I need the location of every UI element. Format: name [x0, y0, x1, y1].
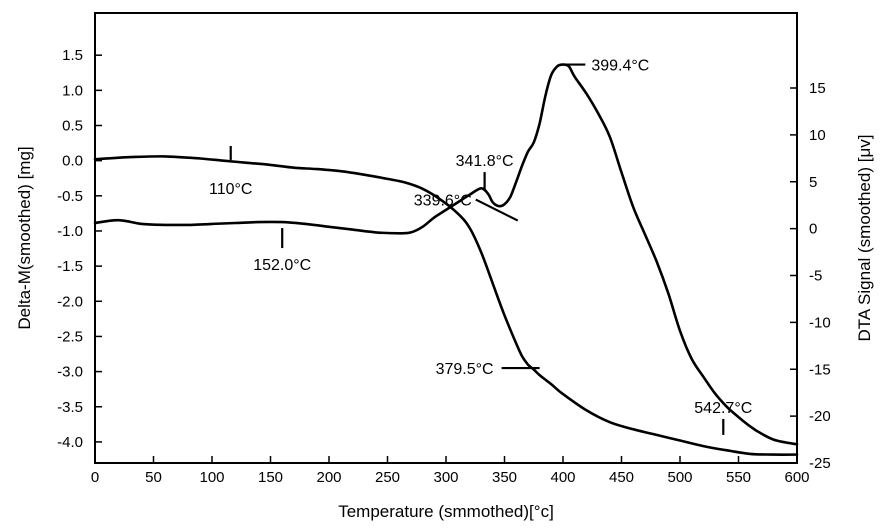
- left-tick-label: -0.5: [57, 188, 83, 205]
- series-lines: [93, 63, 799, 456]
- annotation-label: 542.7°C: [694, 400, 752, 417]
- x-tick-label: 100: [199, 469, 224, 486]
- right-tick-label: 0: [809, 221, 817, 238]
- x-axis-ticks: 0 50 100 150 200 250 300 350 400 450 500 550 600: [91, 456, 810, 486]
- delta-m-curve: [93, 155, 799, 456]
- right-tick-label: -25: [809, 455, 831, 472]
- left-tick-label: -3.0: [57, 364, 83, 381]
- x-tick-label: 200: [316, 469, 341, 486]
- right-tick-label: -5: [809, 268, 822, 285]
- x-tick-label: 400: [550, 469, 575, 486]
- left-tick-label: -2.0: [57, 293, 83, 310]
- left-tick-label: -1.5: [57, 258, 83, 275]
- x-tick-label: 150: [258, 469, 283, 486]
- left-tick-label: 1.5: [62, 47, 83, 64]
- x-tick-label: 250: [375, 469, 400, 486]
- x-tick-label: 450: [609, 469, 634, 486]
- plot-frame: [94, 12, 798, 464]
- left-tick-label: -4.0: [57, 434, 83, 451]
- right-tick-label: 5: [809, 174, 817, 191]
- right-tick-label: 15: [809, 80, 826, 97]
- left-tick-label: 1.0: [62, 82, 83, 99]
- annotations: 110°C 152.0°C 339.6°C 341.8°C 399.4°C 379.5°C…: [209, 58, 752, 435]
- right-tick-label: -20: [809, 408, 831, 425]
- left-tick-label: -3.5: [57, 399, 83, 416]
- right-tick-label: -10: [809, 314, 831, 331]
- x-tick-label: 0: [91, 469, 99, 486]
- right-axis-label: DTA Signal (smoothed) [μv]: [855, 135, 874, 342]
- annotation-label: 341.8°C: [456, 153, 514, 170]
- left-tick-label: -2.5: [57, 328, 83, 345]
- x-tick-label: 350: [492, 469, 517, 486]
- left-tick-label: 0.0: [62, 153, 83, 170]
- right-axis-ticks: 15 10 5 0 -5 -10 -15 -20 -25: [790, 80, 831, 472]
- annotation-label: 339.6°C: [414, 193, 472, 210]
- annotation-leader: [475, 198, 519, 222]
- x-tick-label: 550: [726, 469, 751, 486]
- annotation-label: 110°C: [209, 181, 252, 198]
- x-tick-label: 600: [784, 469, 809, 486]
- left-axis-ticks: 1.5 1.0 0.5 0.0 -0.5 -1.0 -1.5 -2.0 -2.5 -3.0 -3.5…: [57, 47, 102, 451]
- x-axis-label: Temperature (smmothed)[°c]: [338, 502, 554, 521]
- left-tick-label: -1.0: [57, 223, 83, 240]
- annotation-label: 399.4°C: [591, 58, 649, 75]
- right-tick-label: -15: [809, 361, 831, 378]
- left-axis-label: Delta-M(smoothed) [mg]: [15, 146, 34, 329]
- x-tick-label: 300: [433, 469, 458, 486]
- right-tick-label: 10: [809, 127, 826, 144]
- annotation-label: 379.5°C: [436, 361, 494, 378]
- dta-signal-curve: [93, 63, 799, 446]
- annotation-label: 152.0°C: [253, 257, 311, 274]
- left-tick-label: 0.5: [62, 118, 83, 135]
- x-tick-label: 500: [667, 469, 692, 486]
- x-tick-label: 50: [145, 469, 162, 486]
